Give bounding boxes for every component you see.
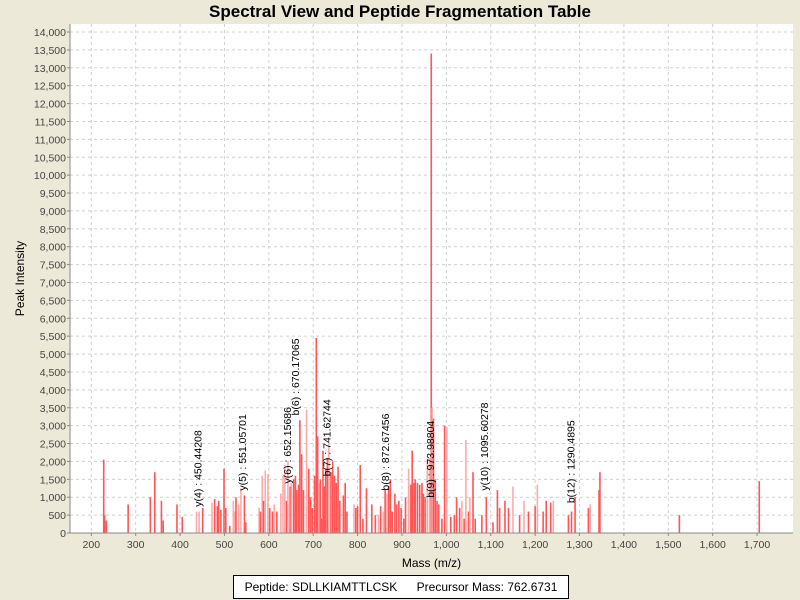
- y-tick-label: 6,500: [40, 295, 66, 307]
- y-tick-label: 11,000: [35, 134, 66, 146]
- y-axis-label: Peak Intensity: [13, 241, 27, 316]
- y-tick-label: 10,000: [34, 170, 66, 182]
- y-tick-label: 7,500: [40, 260, 66, 272]
- y-tick-label: 11,500: [35, 116, 66, 128]
- x-tick-label: 1,100: [478, 539, 504, 551]
- y-tick-label: 6,000: [40, 313, 66, 325]
- y-tick-label: 13,000: [34, 63, 66, 75]
- y-tick-label: 8,500: [40, 224, 66, 236]
- y-tick-label: 4,000: [40, 385, 66, 397]
- y-tick-label: 2,000: [40, 456, 66, 468]
- chart-title: Spectral View and Peptide Fragmentation …: [209, 2, 591, 21]
- y-tick-label: 9,000: [40, 206, 66, 218]
- fragment-annotation: b(9) : 973.98804: [425, 421, 437, 498]
- x-tick-label: 900: [393, 539, 411, 551]
- fragment-annotation: b(8) : 872.67456: [380, 413, 392, 490]
- y-tick-label: 3,000: [40, 421, 66, 433]
- x-tick-label: 1,000: [433, 539, 459, 551]
- x-axis-label: Mass (m/z): [402, 556, 461, 570]
- y-tick-label: 3,500: [40, 403, 66, 415]
- x-tick-label: 1,700: [744, 539, 770, 551]
- y-tick-label: 4,500: [40, 367, 66, 379]
- x-tick-label: 800: [349, 539, 367, 551]
- spectrum-chart: 0 500 1,000 1,500 2,000 2,500 3,000 3,500 4,000 4…: [13, 24, 793, 570]
- y-tick-label: 5,000: [40, 349, 66, 361]
- y-tick-label: 1,500: [40, 474, 66, 486]
- y-tick-label: 0: [60, 528, 66, 540]
- y-tick-label: 5,500: [40, 331, 66, 343]
- fragment-annotation: y(4) : 450.44208: [192, 430, 204, 507]
- x-tick-label: 1,200: [522, 539, 548, 551]
- x-tick-label: 700: [304, 539, 322, 551]
- x-tick-label: 200: [83, 539, 101, 551]
- x-tick-label: 600: [260, 539, 278, 551]
- x-tick-label: 500: [216, 539, 234, 551]
- legend-precursor: Precursor Mass: 762.6731: [416, 580, 558, 594]
- y-tick-label: 9,500: [40, 188, 66, 200]
- y-tick-label: 2,500: [40, 439, 66, 451]
- x-tick-label: 1,600: [700, 539, 726, 551]
- legend: Peptide: SDLLKIAMTTLCSK Precursor Mass: …: [233, 575, 569, 599]
- fragment-annotation: y(5) : 551.05701: [237, 414, 249, 491]
- legend-peptide: Peptide: SDLLKIAMTTLCSK: [244, 580, 398, 594]
- x-tick-label: 1,500: [655, 539, 681, 551]
- y-tick-label: 500: [48, 510, 66, 522]
- y-tick-label: 8,000: [40, 242, 66, 254]
- fragment-annotation: b(7) : 741.62744: [322, 399, 334, 476]
- fragment-annotation: b(12) : 1290.4895: [565, 420, 577, 503]
- y-tick-label: 7,000: [40, 278, 66, 290]
- y-tick-label: 1,000: [40, 492, 66, 504]
- x-tick-label: 1,300: [566, 539, 592, 551]
- x-tick-label: 300: [127, 539, 145, 551]
- fragment-annotation: y(10) : 1095.60278: [479, 402, 491, 490]
- fragment-annotation: b(6) : 670.17065: [290, 338, 302, 415]
- x-tick-label: 400: [171, 539, 189, 551]
- y-tick-label: 14,000: [34, 27, 66, 39]
- y-tick-label: 13,500: [34, 45, 66, 57]
- x-tick-label: 1,400: [611, 539, 637, 551]
- y-tick-label: 12,000: [34, 99, 66, 111]
- y-tick-label: 12,500: [34, 81, 66, 93]
- fragment-annotation: y(6) : 652.15686: [282, 407, 294, 484]
- y-tick-label: 10,500: [34, 152, 66, 164]
